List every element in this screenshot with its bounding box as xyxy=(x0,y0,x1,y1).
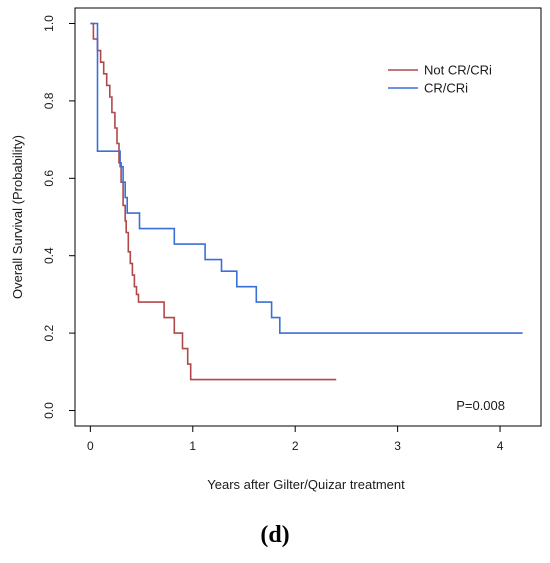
x-tick-label: 4 xyxy=(497,439,504,453)
y-tick-label: 0.2 xyxy=(42,324,56,341)
p-value-annotation: P=0.008 xyxy=(456,398,505,413)
series-line-cr-cri xyxy=(90,22,523,334)
series-line-not-cr-cri xyxy=(90,22,337,381)
x-axis-label: Years after Gilter/Quizar treatment xyxy=(207,477,405,492)
y-axis-label: Overall Survival (Probability) xyxy=(10,135,25,299)
series-layer xyxy=(90,22,523,381)
y-tick-label: 1.0 xyxy=(42,15,56,32)
x-tick-label: 0 xyxy=(87,439,94,453)
y-tick-label: 0.8 xyxy=(42,92,56,109)
x-tick-label: 2 xyxy=(292,439,299,453)
panel-label: (d) xyxy=(260,522,290,548)
legend: Not CR/CRi CR/CRi xyxy=(388,63,492,96)
y-tick-label: 0.4 xyxy=(42,247,56,264)
x-axis: 0 1 2 3 4 xyxy=(87,426,504,453)
y-axis: 0.0 0.2 0.4 0.6 0.8 1.0 xyxy=(42,15,75,419)
x-tick-label: 3 xyxy=(394,439,401,453)
legend-label: Not CR/CRi xyxy=(424,63,492,78)
plot-frame xyxy=(74,7,542,427)
x-tick-label: 1 xyxy=(189,439,196,453)
survival-chart: 0.0 0.2 0.4 0.6 0.8 1.0 0 1 2 3 4 Years after Gil… xyxy=(10,7,542,492)
y-tick-label: 0.6 xyxy=(42,170,56,187)
y-tick-label: 0.0 xyxy=(42,402,56,419)
legend-label: CR/CRi xyxy=(424,81,468,96)
